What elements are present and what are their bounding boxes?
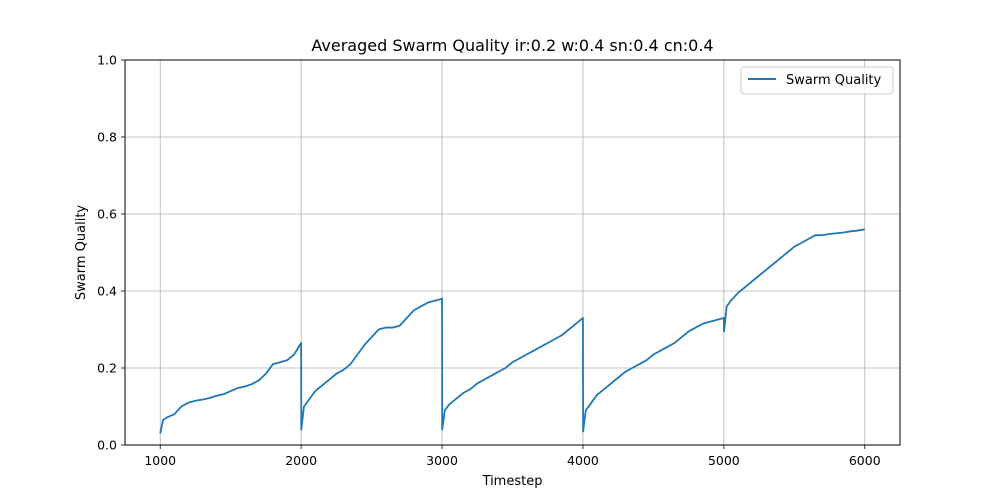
legend-label: Swarm Quality <box>786 73 882 88</box>
plot-frame <box>124 59 901 446</box>
x-tick-label: 4000 <box>567 453 599 468</box>
legend: Swarm Quality <box>740 66 894 95</box>
y-axis-label: Swarm Quality <box>74 205 89 301</box>
y-tick-label: 0.4 <box>97 284 117 299</box>
x-axis-label: Timestep <box>482 474 543 489</box>
y-tick-label: 0.6 <box>97 207 117 222</box>
y-tick-label: 0.2 <box>97 361 117 376</box>
legend-box <box>740 66 894 95</box>
x-tick-label: 3000 <box>426 453 458 468</box>
y-tick-label: 0.8 <box>97 130 117 145</box>
series-line <box>159 228 865 434</box>
x-tick-label: 6000 <box>849 453 881 468</box>
chart-title: Averaged Swarm Quality ir:0.2 w:0.4 sn:0… <box>311 36 713 55</box>
ticks: 1000 2000 3000 4000 5000 6000 0.0 0.2 0.4 0.6 0.8 1… <box>97 53 881 469</box>
x-tick-label: 2000 <box>285 453 317 468</box>
x-tick-label: 5000 <box>708 453 740 468</box>
y-tick-label: 0.0 <box>97 438 117 453</box>
series-layer <box>159 228 865 434</box>
x-tick-label: 1000 <box>144 453 176 468</box>
y-tick-label: 1.0 <box>97 53 117 68</box>
